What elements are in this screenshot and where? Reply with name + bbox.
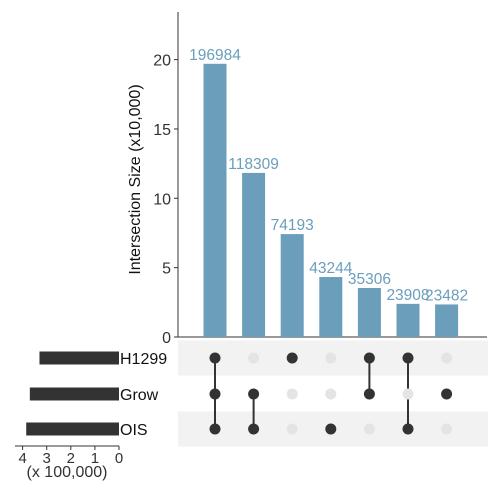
set-name-label: H1299 <box>120 351 167 368</box>
intersection-bar <box>280 234 304 337</box>
intersection-bar-label: 74193 <box>271 217 314 234</box>
matrix-dot-active <box>209 352 221 364</box>
y-tick-label: 0 <box>162 330 171 347</box>
y-tick-label: 5 <box>162 261 171 278</box>
matrix-dot-inactive <box>363 423 375 435</box>
intersection-bars <box>203 63 459 338</box>
set-size-bar <box>29 387 119 401</box>
set-name-label: OIS <box>120 422 148 439</box>
matrix-dot-active <box>402 423 414 435</box>
set-axis-tick-label: 0 <box>115 450 123 467</box>
set-axis-tick-label: 1 <box>91 450 99 467</box>
matrix-dot-inactive <box>402 388 414 400</box>
matrix-dot-active <box>248 423 260 435</box>
intersection-bar <box>357 288 381 337</box>
y-ticks: 0 5 10 15 20 <box>153 53 178 347</box>
matrix-dot-inactive <box>441 423 453 435</box>
y-tick-label: 20 <box>153 53 171 70</box>
intersection-bar <box>242 172 266 337</box>
set-size-bars <box>26 351 120 436</box>
set-axis-tick-label: 2 <box>67 450 75 467</box>
intersection-bar-label: 43244 <box>309 260 352 277</box>
set-size-axis-label: (x 100,000) <box>27 464 108 481</box>
matrix-dot-inactive <box>248 352 260 364</box>
set-size-bar <box>26 422 120 436</box>
intersection-bar <box>396 303 420 337</box>
matrix-dot-active <box>363 352 375 364</box>
y-tick-label: 15 <box>153 122 171 139</box>
matrix-dot-inactive <box>286 423 298 435</box>
intersection-bar-label: 35306 <box>348 271 391 288</box>
matrix-dot-active <box>402 352 414 364</box>
matrix-dot-active <box>209 423 221 435</box>
set-axis-tick-label: 3 <box>43 450 51 467</box>
matrix-dot-active <box>248 388 260 400</box>
matrix-dot-active <box>441 388 453 400</box>
set-size-bar <box>39 351 119 365</box>
intersection-bar <box>435 304 459 337</box>
y-axis-label: Intersection Size (x10,000) <box>127 84 144 274</box>
matrix-dot-inactive <box>441 352 453 364</box>
intersection-bar-label: 23482 <box>425 287 468 304</box>
intersection-matrix <box>209 352 453 435</box>
matrix-dot-inactive <box>286 388 298 400</box>
intersection-bar <box>203 63 227 338</box>
matrix-dot-active <box>363 388 375 400</box>
matrix-dot-inactive <box>325 352 337 364</box>
matrix-dot-active <box>325 423 337 435</box>
set-axis-tick-label: 4 <box>18 450 26 467</box>
matrix-dot-inactive <box>325 388 337 400</box>
set-names: H1299 Grow OIS <box>120 351 167 439</box>
intersection-bar-label: 118309 <box>228 156 279 173</box>
matrix-dot-active <box>286 352 298 364</box>
set-name-label: Grow <box>120 387 159 404</box>
intersection-bar <box>319 277 343 337</box>
intersection-bar-label: 23908 <box>386 287 429 304</box>
matrix-dot-active <box>209 388 221 400</box>
intersection-bar-label: 196984 <box>189 47 241 64</box>
y-tick-label: 10 <box>153 191 171 208</box>
